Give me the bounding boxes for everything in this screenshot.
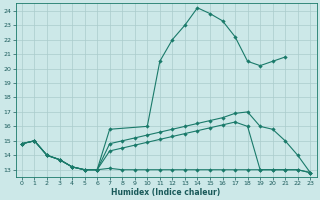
X-axis label: Humidex (Indice chaleur): Humidex (Indice chaleur) — [111, 188, 221, 197]
